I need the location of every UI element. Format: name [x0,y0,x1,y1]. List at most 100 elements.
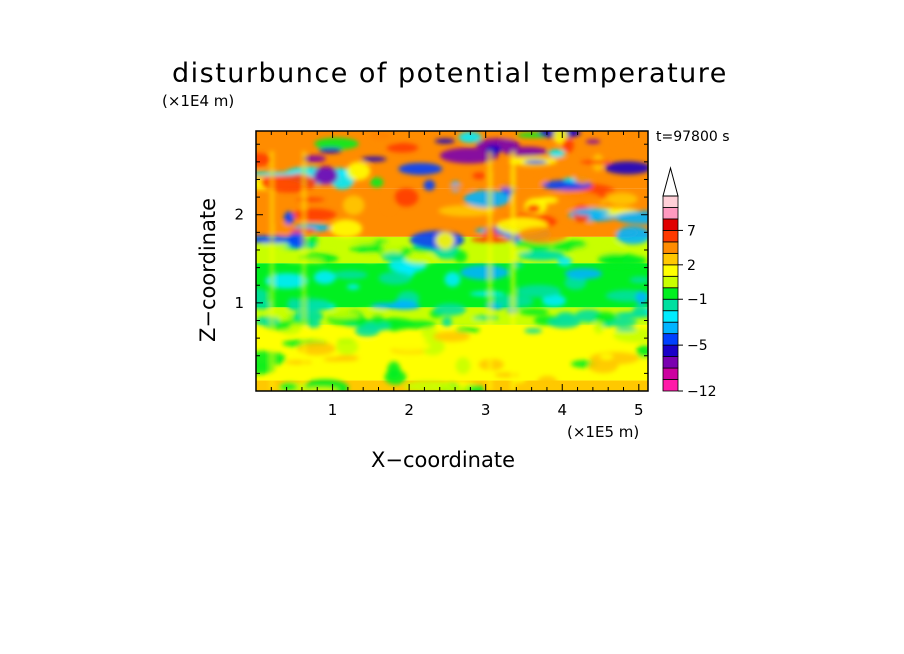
texture-blob [526,204,541,213]
texture-blob [632,304,647,317]
texture-blob [404,253,436,264]
texture-blob [349,246,365,251]
texture-blob [301,379,349,391]
texture-blob [544,190,603,210]
texture-blob [441,316,453,327]
texture-streak [511,151,515,391]
texture-blob [622,256,648,266]
texture-blob [260,242,289,249]
texture-blob [279,382,298,391]
texture-blob [313,270,336,285]
texture-blob [398,162,443,175]
texture-blob [599,353,614,361]
x-axis-unit: (×1E5 m) [567,423,640,441]
colorbar-label: −1 [687,292,708,308]
texture-blob [614,137,648,153]
colorbar-swatch [662,218,679,231]
texture-blob [383,193,395,212]
texture-blob [455,357,471,374]
texture-blob [330,219,363,238]
texture-blob [581,220,593,231]
texture-blob [279,319,314,325]
texture-blob [453,250,468,263]
texture-blob [502,146,548,157]
texture-blob [371,313,384,324]
colorbar-swatch [662,298,679,312]
texture-blob [595,343,608,353]
x-tick-label: 3 [481,401,491,419]
texture-blob [328,312,361,319]
y-tick-label: 2 [234,206,244,224]
texture-blob [332,270,368,280]
texture-blob [573,208,610,216]
texture-blob [615,226,648,245]
texture-blob [421,338,445,356]
texture-blob [562,138,574,153]
texture-blob [371,131,402,145]
texture-blob [402,336,420,346]
time-label: t=97800 s [656,129,730,145]
texture-blob [469,291,505,297]
texture-blob [342,195,365,216]
texture-blob [548,149,566,158]
texture-blob [542,294,566,307]
texture-blob [292,208,337,221]
texture-blob [318,147,343,154]
colorbar-label: 2 [687,258,696,274]
texture-blob [438,205,495,217]
colorbar-swatch [662,321,679,335]
texture-blob [516,284,562,298]
texture-blob [256,350,286,367]
texture-blob [346,161,371,181]
texture-blob [302,155,327,163]
x-tick-label: 4 [557,401,567,419]
texture-blob [547,316,581,329]
texture-streak [302,151,306,391]
texture-blob [349,238,376,245]
colorbar: 7 2 −1 −5 −12 [662,166,717,400]
texture-blob [463,190,511,208]
texture-blob [370,302,409,309]
texture-blob [256,235,298,244]
colorbar-swatch [662,356,679,369]
texture-blob [440,353,456,362]
texture-blob [444,271,461,287]
x-tick-label: 1 [328,401,338,419]
colorbar-swatch [662,241,679,254]
texture-blob [636,344,648,359]
texture-blob [256,299,274,310]
x-tick-label: 5 [634,401,644,419]
colorbar-swatch [662,287,679,300]
texture-blob [378,271,412,285]
texture-blob [358,309,388,315]
plot-frame [255,130,649,392]
texture-blob [519,308,549,316]
texture-blob [564,276,587,290]
texture-blob [349,341,386,347]
texture-blob [256,288,269,303]
x-tick-label: 2 [404,401,414,419]
z-axis-unit: (×1E4 m) [162,92,235,110]
texture-blob [256,316,280,326]
texture-blob [382,252,405,262]
colorbar-swatch [662,264,679,277]
texture-blob [472,172,486,180]
y-tick-label: 1 [234,294,244,312]
colorbar-swatch [662,344,679,357]
texture-blob [494,372,519,378]
field-texture [256,131,648,391]
texture-blob [286,298,331,312]
texture-blob [564,268,603,280]
texture-blob [336,338,359,355]
texture-blob [432,331,471,342]
texture-blob [584,240,621,254]
texture-blob [615,326,637,332]
texture-blob [260,173,317,193]
x-axis-label: X−coordinate [371,448,515,472]
texture-blob [379,243,403,256]
texture-blob [580,160,611,165]
texture-blob [256,171,298,176]
texture-blob [346,284,360,290]
texture-blob [434,138,455,144]
colorbar-swatch [662,195,679,208]
